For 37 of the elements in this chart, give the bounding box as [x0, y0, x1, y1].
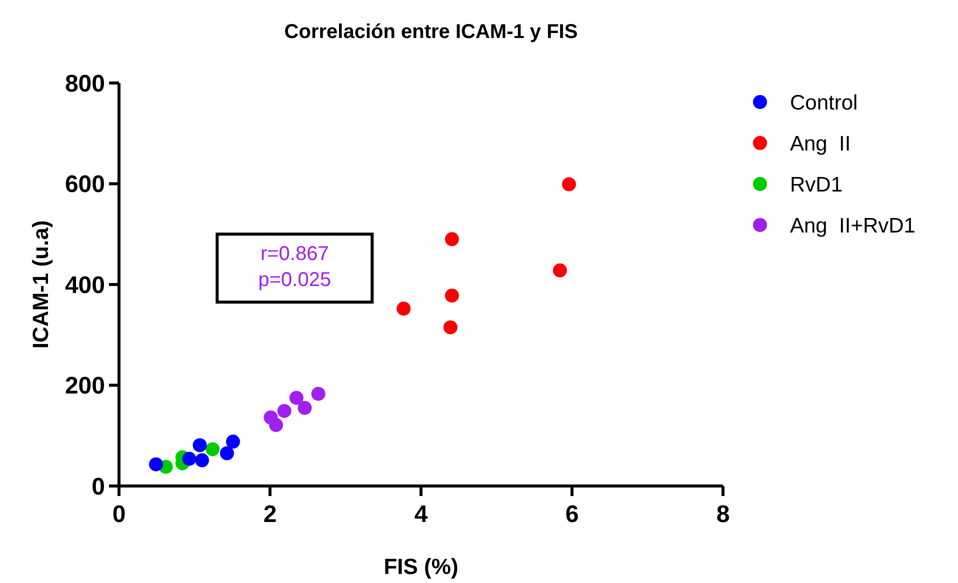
point: [269, 418, 284, 432]
y-tick-label: 400: [64, 272, 105, 299]
point: [444, 288, 459, 303]
point: [311, 386, 326, 401]
point: [289, 390, 304, 405]
point: [277, 404, 292, 418]
y-tick-label: 200: [64, 372, 105, 400]
x-tick-label: 2: [263, 501, 277, 528]
point: [206, 442, 220, 456]
legend-label: RvD1: [790, 173, 843, 196]
legend-label: Ang II: [790, 132, 851, 156]
annotation: r=0.867: [260, 243, 329, 266]
x-tick-label: 8: [716, 501, 730, 528]
x-tick-label: 6: [565, 501, 579, 528]
chart-title: Correlación entre ICAM-1 y FIS: [284, 21, 578, 43]
y-axis-title: ICAM-1 (u.a): [28, 220, 53, 349]
x-tick-label: 0: [112, 501, 126, 528]
point: [220, 446, 234, 460]
y-tick-label: 800: [64, 70, 105, 98]
x-tick-label: 4: [414, 501, 428, 528]
legend-label: Control: [790, 91, 858, 114]
point: [552, 263, 567, 278]
point: [298, 400, 312, 415]
point: [182, 452, 196, 466]
point: [443, 320, 458, 334]
point: [192, 438, 207, 452]
point: [226, 434, 240, 449]
point: [148, 457, 163, 472]
annotation: p=0.025: [258, 269, 332, 292]
point: [444, 232, 459, 246]
point: [562, 177, 576, 192]
x-axis-title: FIS (%): [384, 554, 458, 579]
legend-label: Ang II+RvD1: [790, 214, 916, 238]
y-tick-label: 0: [92, 473, 105, 500]
point: [195, 453, 210, 468]
point: [396, 302, 411, 316]
y-tick-label: 600: [64, 171, 105, 198]
